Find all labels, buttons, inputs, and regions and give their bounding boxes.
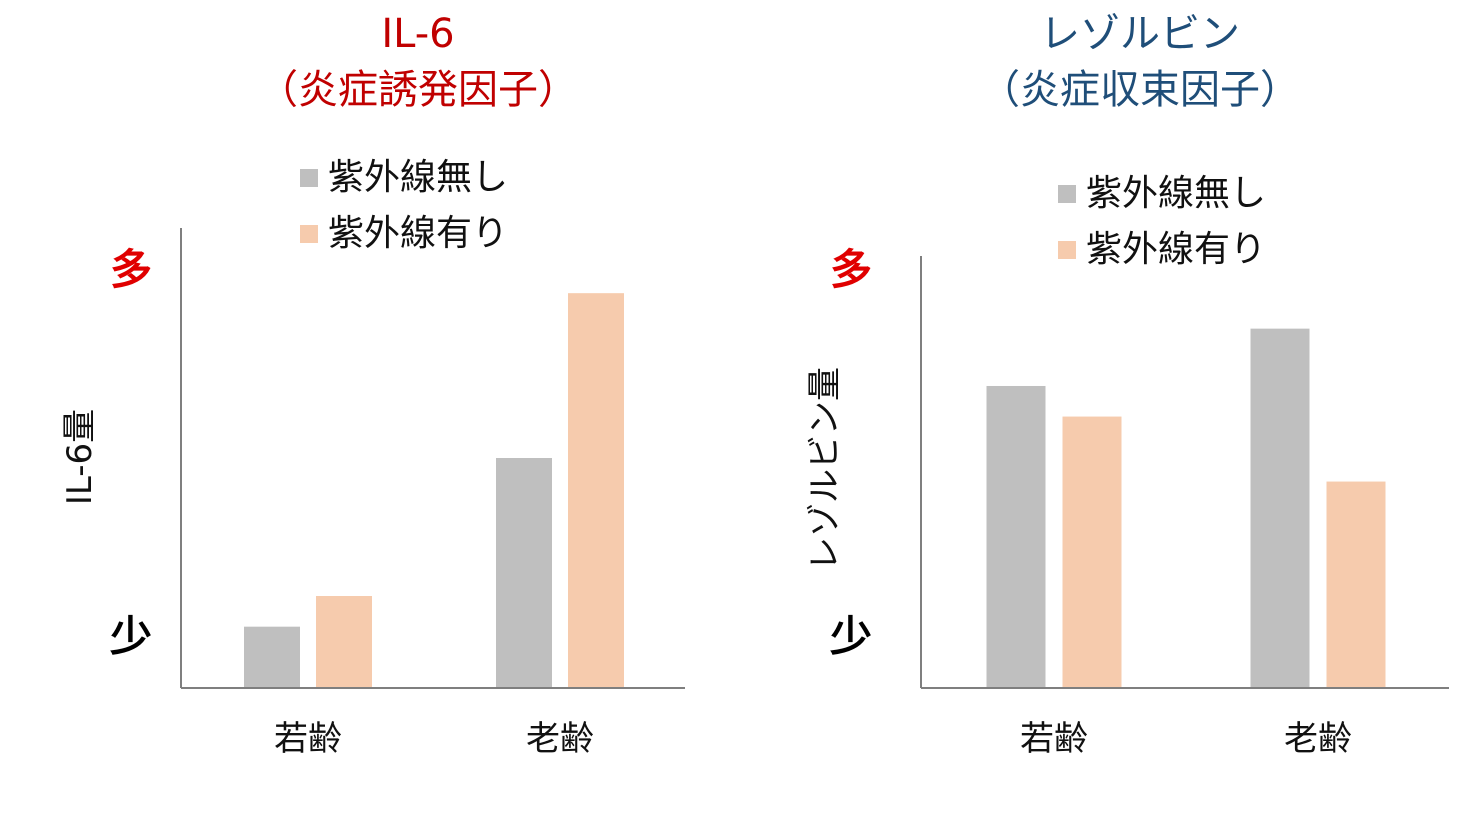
- chart-title: レゾルビン （炎症収束因子）: [880, 6, 1400, 118]
- legend-item-uv: 紫外線有り: [300, 206, 508, 262]
- chart-title-line-1: IL-6: [381, 11, 455, 57]
- legend-item-uv: 紫外線有り: [1058, 222, 1266, 278]
- legend-label-no-uv: 紫外線無し: [328, 157, 509, 198]
- chart-legend: 紫外線無し 紫外線有り: [1058, 166, 1266, 278]
- legend-label-uv: 紫外線有り: [1086, 229, 1267, 270]
- legend-swatch-uv: [1058, 241, 1076, 259]
- bar-no-uv-young: [244, 626, 300, 688]
- bar-uv-old: [568, 293, 624, 688]
- x-tick-label: 老齢: [1284, 719, 1352, 759]
- y-low-label: 少: [830, 612, 873, 661]
- il6-bar-chart: 若齢 老齢: [180, 228, 685, 759]
- legend-swatch-no-uv: [300, 169, 318, 187]
- x-tick-label: 若齢: [274, 719, 342, 759]
- bar-uv-old: [1326, 481, 1386, 688]
- chart-title-line-2: （炎症収束因子）: [980, 67, 1300, 113]
- legend-item-no-uv: 紫外線無し: [1058, 166, 1266, 222]
- chart-legend: 紫外線無し 紫外線有り: [300, 150, 508, 262]
- legend-swatch-no-uv: [1058, 185, 1076, 203]
- bar-no-uv-old: [496, 458, 552, 688]
- bar-uv-young: [316, 596, 372, 688]
- resolvin-chart-panel: レゾルビン （炎症収束因子） 紫外線無し 紫外線有り 多 少 レゾルビン量 若齢…: [736, 0, 1473, 838]
- x-tick-label: 若齢: [1020, 719, 1088, 759]
- bar-uv-young: [1062, 416, 1122, 688]
- chart-title-line-2: （炎症誘発因子）: [258, 67, 578, 113]
- legend-swatch-uv: [300, 225, 318, 243]
- y-high-label: 多: [110, 245, 153, 294]
- bar-no-uv-old: [1250, 328, 1310, 688]
- chart-title-line-1: レゾルビン: [1040, 11, 1240, 57]
- legend-item-no-uv: 紫外線無し: [300, 150, 508, 206]
- y-high-label: 多: [830, 245, 873, 294]
- legend-label-uv: 紫外線有り: [328, 213, 509, 254]
- bar-no-uv-young: [986, 385, 1046, 688]
- chart-title: IL-6 （炎症誘発因子）: [168, 6, 668, 118]
- y-low-label: 少: [110, 612, 153, 661]
- il6-chart-panel: IL-6 （炎症誘発因子） 紫外線無し 紫外線有り 多 少 IL-6量 若齢 老齢: [0, 0, 736, 838]
- legend-label-no-uv: 紫外線無し: [1086, 173, 1267, 214]
- x-tick-label: 老齢: [526, 719, 594, 759]
- resolvin-bar-chart: 若齢 老齢: [920, 256, 1449, 759]
